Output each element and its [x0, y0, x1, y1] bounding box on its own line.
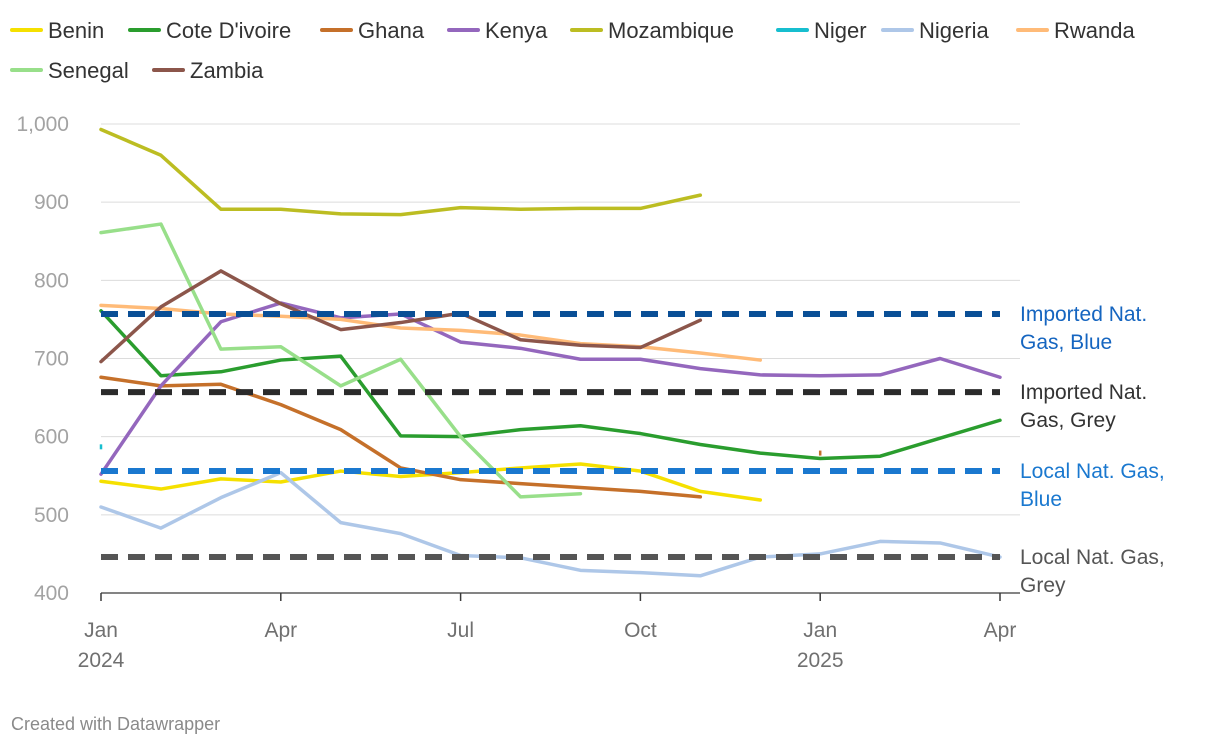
reference-label-line: Imported Nat. — [1020, 381, 1147, 404]
x-tick-label: Apr — [264, 619, 297, 642]
gridlines — [101, 123, 1020, 594]
reference-label-line: Imported Nat. — [1020, 303, 1147, 326]
legend-label: Niger — [814, 18, 867, 43]
series-line — [99, 375, 822, 499]
y-tick-label: 800 — [34, 269, 69, 292]
reference-label: Imported Nat. Gas, Blue — [1020, 303, 1147, 354]
y-tick-label: 900 — [34, 191, 69, 214]
x-axis: Jan 2024 Apr Jul Oct Jan 2025 Apr — [78, 593, 1017, 672]
x-tick-label: Jul — [447, 619, 474, 642]
y-tick-label: 600 — [34, 426, 69, 449]
reference-label-line: Gas, Grey — [1020, 409, 1116, 432]
x-tick-label: Oct — [624, 619, 657, 642]
series-line — [99, 470, 1002, 578]
x-tick-label: Apr — [984, 619, 1017, 642]
reference-label: Imported Nat. Gas, Grey — [1020, 381, 1147, 432]
legend-item: Zambia — [152, 58, 264, 83]
y-axis: 400 500 600 700 800 900 1,000 — [16, 113, 69, 605]
reference-labels: Imported Nat. Gas, Blue Imported Nat. Gas, … — [1020, 303, 1165, 597]
series-lines — [99, 127, 1002, 578]
reference-label-line: Blue — [1020, 488, 1062, 511]
legend-item: Senegal — [10, 58, 129, 83]
x-tick-sublabel: 2024 — [78, 649, 125, 672]
reference-label-line: Local Nat. Gas, — [1020, 460, 1165, 483]
legend-item: Cote D'ivoire — [128, 18, 291, 43]
legend: Benin Cote D'ivoire Ghana Kenya Mozambique Ni… — [10, 18, 1135, 83]
reference-label: Local Nat. Gas, Blue — [1020, 460, 1165, 511]
legend-label: Rwanda — [1054, 18, 1135, 43]
legend-label: Benin — [48, 18, 104, 43]
y-tick-label: 700 — [34, 348, 69, 371]
series-line — [99, 269, 703, 364]
series-path — [99, 222, 583, 499]
legend-label: Nigeria — [919, 18, 989, 43]
legend-item: Niger — [776, 18, 867, 43]
legend-label: Cote D'ivoire — [166, 18, 291, 43]
x-tick-sublabel: 2025 — [797, 649, 844, 672]
x-tick-label: Jan — [84, 619, 118, 642]
legend-label: Kenya — [485, 18, 548, 43]
legend-item: Ghana — [320, 18, 425, 43]
series-line — [99, 309, 1002, 461]
series-path — [99, 375, 703, 499]
legend-item: Rwanda — [1016, 18, 1135, 43]
series-path — [99, 127, 703, 217]
reference-label: Local Nat. Gas, Grey — [1020, 546, 1165, 597]
series-path — [99, 269, 703, 364]
series-path — [99, 309, 1002, 461]
legend-label: Ghana — [358, 18, 425, 43]
legend-item: Nigeria — [881, 18, 989, 43]
reference-lines — [101, 310, 1000, 561]
y-tick-label: 1,000 — [16, 113, 69, 136]
series-line — [99, 222, 583, 499]
x-tick-label: Jan — [803, 619, 837, 642]
legend-item: Mozambique — [570, 18, 734, 43]
reference-label-line: Local Nat. Gas, — [1020, 546, 1165, 569]
series-path — [99, 470, 1002, 578]
y-tick-label: 500 — [34, 504, 69, 527]
legend-item: Benin — [10, 18, 104, 43]
legend-label: Mozambique — [608, 18, 734, 43]
credit-text: Created with Datawrapper — [11, 714, 221, 734]
reference-label-line: Gas, Blue — [1020, 331, 1112, 354]
legend-item: Kenya — [447, 18, 548, 43]
legend-label: Zambia — [190, 58, 264, 83]
y-tick-label: 400 — [34, 582, 69, 605]
legend-label: Senegal — [48, 58, 129, 83]
series-line — [99, 127, 703, 217]
reference-label-line: Grey — [1020, 574, 1066, 597]
